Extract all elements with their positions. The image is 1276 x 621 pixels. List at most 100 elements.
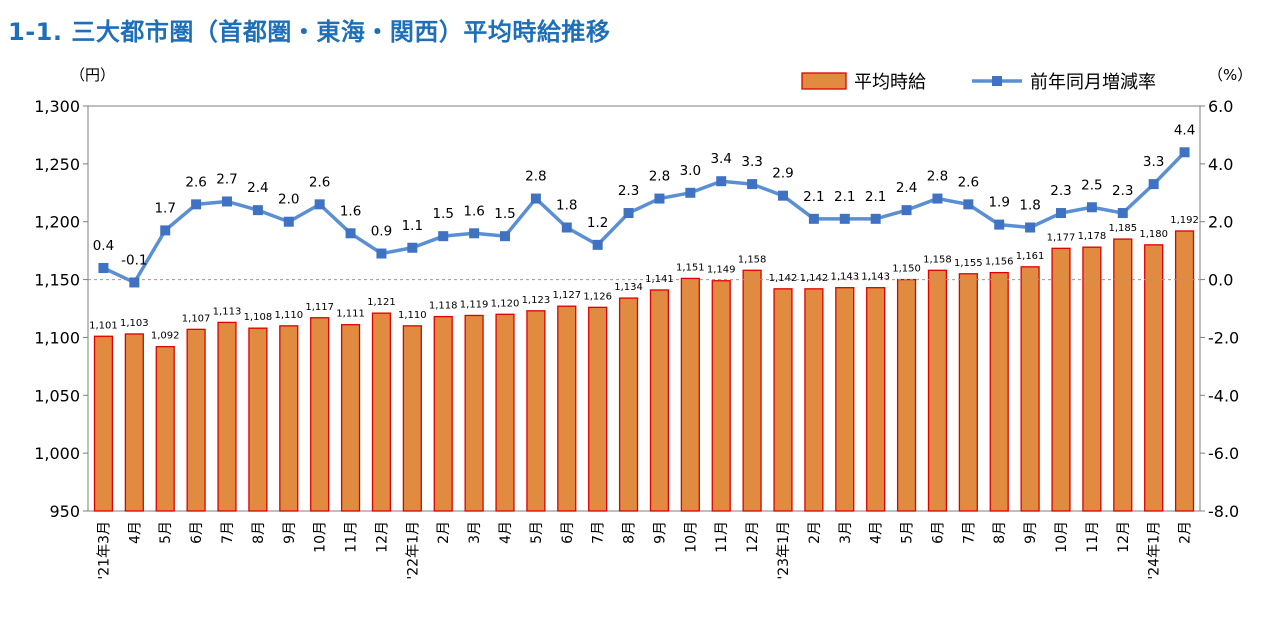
- bar-value-label: 1,142: [800, 273, 829, 284]
- category-label: '24年1月: [1147, 521, 1163, 580]
- line-point: [1025, 222, 1036, 233]
- line-point: [376, 248, 387, 259]
- bar-value-label: 1,180: [1139, 229, 1168, 240]
- left-tick-label: 950: [49, 502, 80, 521]
- line-point: [407, 242, 418, 253]
- bar: [371, 312, 392, 512]
- line-value-label: 2.3: [618, 183, 639, 199]
- line-value-label: -0.1: [121, 252, 147, 268]
- bar: [464, 314, 484, 512]
- bar: [340, 324, 361, 512]
- bar: [526, 310, 546, 512]
- line-point: [870, 213, 881, 224]
- category-label: 4月: [498, 521, 514, 544]
- bar-value-label: 1,150: [892, 264, 921, 275]
- category-label: 7月: [591, 521, 607, 544]
- category-label: 2月: [1178, 521, 1194, 544]
- chart-title: 1-1. 三大都市圏（首都圏・東海・関西）平均時給推移: [8, 18, 611, 46]
- bar-value-label: 1,092: [151, 331, 180, 342]
- bar: [711, 280, 731, 512]
- line-value-label: 2.0: [278, 192, 299, 208]
- line-point: [623, 208, 634, 219]
- bar: [155, 346, 175, 512]
- line-value-label: 3.0: [680, 163, 701, 179]
- bar-value-label: 1,156: [985, 257, 1014, 268]
- category-label: 5月: [529, 521, 545, 544]
- category-label: 4月: [869, 521, 885, 544]
- line-point: [222, 196, 232, 207]
- bar: [866, 287, 886, 512]
- category-label: 5月: [900, 521, 916, 544]
- bar-value-label: 1,151: [676, 262, 705, 273]
- category-label: 7月: [220, 521, 236, 544]
- category-label: 6月: [930, 521, 946, 544]
- line-value-label: 2.4: [896, 180, 917, 196]
- bar: [958, 273, 978, 512]
- bar-value-label: 1,126: [583, 291, 612, 302]
- line-value-label: 1.5: [432, 206, 453, 222]
- category-label: '22年1月: [405, 521, 421, 580]
- category-label: 8月: [622, 521, 638, 544]
- left-tick-label: 1,100: [34, 328, 80, 347]
- line-value-label: 2.8: [649, 169, 670, 185]
- line-value-label: 2.6: [958, 174, 979, 190]
- line-value-label: 1.2: [587, 215, 608, 231]
- line-value-label: 1.8: [1019, 198, 1040, 214]
- category-label: 9月: [1023, 521, 1039, 544]
- line-point: [654, 193, 665, 204]
- bar: [1020, 266, 1040, 512]
- line-value-label: 4.4: [1174, 122, 1195, 138]
- line-value-label: 2.1: [865, 189, 886, 205]
- line-point: [252, 205, 263, 216]
- bar: [1174, 230, 1195, 512]
- bar: [217, 321, 237, 512]
- category-label: 10月: [313, 521, 329, 553]
- line-value-label: 2.7: [216, 171, 237, 187]
- bar: [93, 335, 114, 512]
- bar-value-label: 1,158: [923, 254, 952, 265]
- growth-line: [102, 151, 1186, 285]
- bar: [588, 306, 608, 512]
- category-label: 8月: [251, 521, 267, 544]
- line-point: [685, 187, 696, 198]
- line-value-label: 3.3: [741, 154, 762, 170]
- line-point: [160, 225, 171, 236]
- bar: [124, 333, 144, 512]
- right-tick-label: 0.0: [1208, 271, 1233, 290]
- line-value-label: 2.6: [185, 174, 206, 190]
- line-value-label: 2.3: [1050, 183, 1071, 199]
- category-label: 6月: [189, 521, 205, 544]
- right-axis-unit: （%）: [1208, 66, 1252, 84]
- bar: [804, 288, 824, 512]
- line-value-label: 1.7: [154, 200, 175, 216]
- line-point: [314, 199, 325, 210]
- bar-value-label: 1,110: [398, 310, 427, 321]
- line-point: [561, 222, 572, 233]
- bar-value-label: 1,101: [89, 320, 118, 331]
- bar: [1051, 247, 1071, 512]
- line-value-label: 1.5: [494, 206, 515, 222]
- bar-value-label: 1,113: [213, 306, 242, 317]
- line-point: [778, 190, 788, 201]
- bar: [927, 269, 948, 512]
- left-tick-label: 1,300: [34, 97, 80, 116]
- bar-value-label: 1,178: [1078, 231, 1107, 242]
- line-point: [839, 213, 850, 224]
- category-label: 12月: [374, 521, 390, 553]
- bar-value-label: 1,192: [1170, 215, 1199, 226]
- category-label: 5月: [158, 521, 174, 544]
- category-label: 2月: [807, 521, 823, 544]
- bar-value-label: 1,107: [182, 313, 211, 324]
- bar: [742, 269, 762, 512]
- line-value-label: 1.1: [402, 218, 423, 234]
- legend-bar-swatch: [801, 72, 847, 90]
- bar-value-label: 1,155: [954, 258, 983, 269]
- line-value-label: 1.6: [340, 203, 361, 219]
- bar-value-label: 1,149: [707, 265, 736, 276]
- left-tick-label: 1,250: [34, 155, 80, 174]
- line-value-label: 2.6: [309, 174, 330, 190]
- line-point: [1179, 147, 1190, 158]
- line-point: [530, 193, 541, 204]
